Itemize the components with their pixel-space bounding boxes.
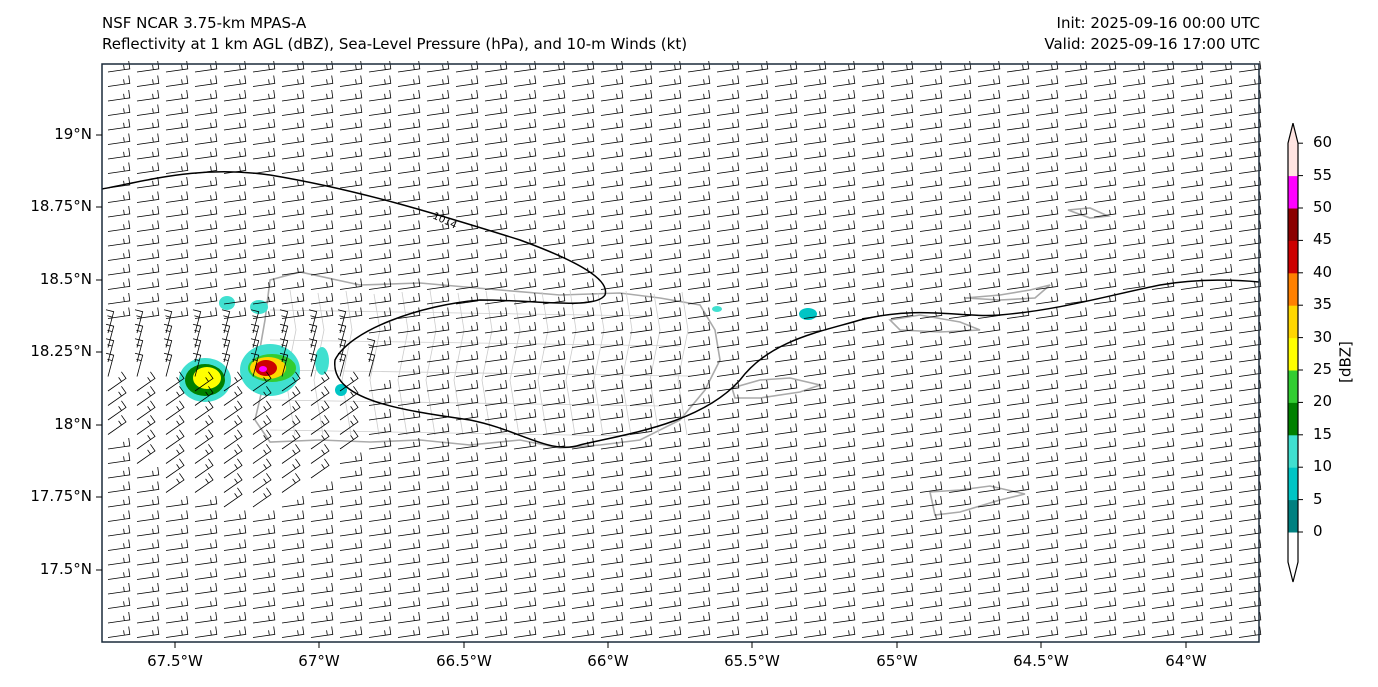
wind-barb-row <box>107 415 1262 435</box>
lon-label: 64°W <box>1165 652 1207 670</box>
wind-barb-row <box>107 234 1262 247</box>
wind-barb-row <box>107 487 1262 508</box>
lat-label: 17.5°N <box>39 560 92 578</box>
lat-label: 18.75°N <box>30 197 92 215</box>
wind-barb-row <box>107 444 1262 464</box>
colorbar-swatch <box>1288 337 1298 371</box>
colorbar-swatch <box>1288 240 1298 274</box>
lat-label: 18.5°N <box>39 270 92 288</box>
map-title: NSF NCAR 3.75-km MPAS-A <box>102 14 307 32</box>
lat-label: 17.75°N <box>30 487 92 505</box>
lon-label: 67°W <box>298 652 340 670</box>
wind-barb-row <box>107 371 1262 392</box>
colorbar-tick-label: 15 <box>1313 424 1333 443</box>
wind-barb-row <box>107 220 1262 232</box>
lat-label: 19°N <box>54 125 92 143</box>
lon-label: 65°W <box>876 652 918 670</box>
wind-barb-row <box>107 582 1262 595</box>
wind-barb-row <box>107 205 1262 218</box>
colorbar-swatch <box>1288 208 1298 241</box>
lon-label: 67.5°W <box>147 652 203 670</box>
lon-label: 66.5°W <box>436 652 492 670</box>
wind-barb-row <box>107 278 1262 290</box>
wind-barb-row <box>107 400 1262 421</box>
wind-barb-row <box>107 473 1262 493</box>
lon-label: 65.5°W <box>724 652 780 670</box>
map-subtitle: Reflectivity at 1 km AGL (dBZ), Sea-Leve… <box>102 35 688 53</box>
isobar-1014 <box>101 170 1260 449</box>
wind-barb-row <box>107 60 1262 73</box>
wind-barb-row <box>105 309 1262 334</box>
colorbar-tick-label: 35 <box>1313 295 1333 314</box>
colorbar-swatch <box>1288 175 1298 209</box>
wind-barb-row <box>107 568 1262 580</box>
colorbar-swatch <box>1288 467 1298 501</box>
wind-barb-row <box>107 75 1262 87</box>
wind-barb-row <box>107 553 1262 566</box>
wind-barb-row <box>107 429 1262 450</box>
colorbar-tick-label: 25 <box>1313 360 1333 378</box>
wind-barb-row <box>107 133 1262 145</box>
colorbar-under <box>1288 532 1298 582</box>
colorbar-tick-label: 45 <box>1313 230 1333 249</box>
wind-barb-row <box>107 386 1262 406</box>
wind-barb-row <box>107 597 1262 609</box>
wind-barb-row <box>107 263 1262 276</box>
colorbar-tick-label: 5 <box>1313 489 1323 508</box>
colorbar-swatch <box>1288 499 1298 533</box>
map-frame <box>101 63 1260 643</box>
colorbar-swatch <box>1288 434 1298 468</box>
wind-barb-row <box>107 162 1262 174</box>
wind-barb-row <box>105 352 1262 377</box>
valid-time: Valid: 2025-09-16 17:00 UTC <box>1044 35 1260 53</box>
reflectivity-cells <box>179 296 817 402</box>
wind-barb-row <box>107 147 1262 160</box>
colorbar-tick-label: 55 <box>1313 165 1333 184</box>
colorbar-tick-label: 10 <box>1313 457 1333 476</box>
wind-barb-row <box>107 510 1262 522</box>
colorbar-tick-label: 0 <box>1313 522 1323 540</box>
lat-label: 18.25°N <box>30 342 92 360</box>
colorbar-tick-label: 30 <box>1313 327 1333 346</box>
colorbar-swatch <box>1288 370 1298 403</box>
colorbar-swatch <box>1288 143 1298 177</box>
colorbar-label: [dBZ] <box>1336 341 1355 383</box>
wind-barb-row <box>107 118 1262 131</box>
wind-barb-row <box>107 611 1262 624</box>
wind-barb-row <box>107 626 1262 638</box>
wind-barb-row <box>105 338 1262 363</box>
wind-barb-row <box>107 104 1262 116</box>
wind-barb-row <box>107 191 1262 203</box>
colorbar-tick-label: 20 <box>1313 392 1333 411</box>
colorbar-tick-label: 50 <box>1313 198 1333 216</box>
colorbar-over <box>1288 123 1298 144</box>
lat-label: 18°N <box>54 415 92 433</box>
wind-barb-row <box>107 458 1262 479</box>
wind-barb-row <box>107 307 1262 319</box>
colorbar-swatch <box>1288 272 1298 306</box>
colorbar-tick-label: 40 <box>1313 262 1333 281</box>
colorbar-swatch <box>1288 305 1298 339</box>
wind-barb-row <box>107 89 1262 102</box>
wind-barb-row <box>107 176 1262 189</box>
wind-barb-row <box>107 249 1262 261</box>
colorbar-tick-label: 60 <box>1313 133 1333 152</box>
wind-barbs <box>105 60 1262 638</box>
init-time: Init: 2025-09-16 00:00 UTC <box>1056 14 1260 32</box>
colorbar-swatch <box>1288 402 1298 436</box>
wind-barb-row <box>107 539 1262 551</box>
wind-barb-row <box>105 323 1262 348</box>
lon-label: 66°W <box>587 652 629 670</box>
lon-label: 64.5°W <box>1013 652 1069 670</box>
colorbar <box>1287 123 1303 583</box>
wind-barb-row <box>107 524 1262 537</box>
